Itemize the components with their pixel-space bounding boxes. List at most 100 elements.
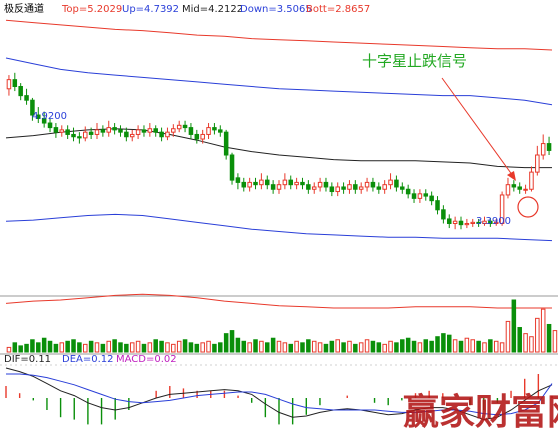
- candle: [276, 180, 282, 194]
- candle: [429, 191, 434, 206]
- volume-bar: [59, 342, 65, 353]
- volume-bar: [94, 342, 100, 353]
- candle: [529, 166, 534, 192]
- volume-bar: [212, 343, 217, 353]
- candle: [364, 177, 370, 192]
- candle-body: [24, 95, 29, 101]
- candle: [253, 177, 258, 190]
- candle: [229, 152, 235, 185]
- candle-body: [36, 114, 41, 119]
- candle: [118, 125, 123, 137]
- candle-body: [523, 188, 528, 191]
- candle-body: [235, 177, 241, 183]
- candle-body: [253, 181, 258, 186]
- volume-bar: [247, 342, 252, 353]
- candle: [517, 182, 522, 194]
- candle-body: [65, 129, 70, 135]
- volume-bar: [176, 340, 182, 353]
- volume-bar: [129, 342, 135, 353]
- candle-body: [82, 131, 88, 139]
- doji-highlight-circle: [517, 196, 539, 218]
- volume-bar: [311, 340, 317, 353]
- volume-bar: [71, 339, 76, 353]
- volume-bar: [441, 333, 446, 353]
- volume-bar: [223, 333, 229, 353]
- channel-line-bott: [5, 293, 552, 309]
- candle-body: [400, 186, 405, 190]
- candle: [470, 218, 476, 227]
- volume-bar: [529, 336, 534, 353]
- volume-bar: [100, 343, 106, 353]
- candle: [417, 189, 423, 203]
- candle-body: [223, 131, 229, 156]
- candle: [405, 184, 411, 199]
- candle-body: [382, 184, 387, 190]
- candle: [493, 218, 499, 226]
- candle-body: [446, 218, 452, 225]
- volume-bar: [82, 343, 88, 353]
- candle: [30, 97, 35, 121]
- candle-body: [188, 127, 194, 135]
- volume-bar: [388, 340, 393, 353]
- candle: [259, 173, 264, 190]
- volume-bar: [153, 339, 158, 353]
- volume-bar: [112, 339, 117, 353]
- candle-body: [276, 184, 282, 190]
- macd-dif-line: [5, 367, 553, 421]
- annotation-arrow: [441, 77, 514, 177]
- volume-bar: [493, 340, 499, 353]
- volume-bar: [341, 342, 346, 353]
- candle: [300, 177, 305, 190]
- candle-body: [347, 184, 352, 190]
- candle-body: [59, 129, 65, 133]
- volume-bar: [135, 340, 141, 353]
- candle: [212, 123, 217, 135]
- candle: [311, 182, 317, 194]
- volume-bar: [376, 342, 382, 353]
- candle-body: [546, 143, 552, 151]
- candle-body: [405, 188, 411, 195]
- candle-body: [306, 184, 311, 190]
- candle: [194, 129, 200, 144]
- volume-bar: [65, 340, 70, 353]
- candle: [94, 123, 100, 140]
- candle-body: [182, 124, 188, 129]
- volume-bar: [364, 339, 370, 353]
- volume-bar: [458, 340, 464, 353]
- candle-body: [505, 184, 511, 196]
- volume-panel: [6, 299, 558, 353]
- macd-panel: [5, 367, 553, 425]
- volume-bar: [18, 345, 23, 353]
- candle: [323, 177, 329, 192]
- volume-bar: [353, 343, 358, 353]
- volume-bar: [24, 343, 29, 353]
- doji-signal-annotation: 十字星止跌信号: [362, 52, 467, 70]
- candle-body: [94, 129, 100, 135]
- volume-bar: [294, 340, 299, 353]
- candle: [65, 125, 70, 140]
- candle: [100, 125, 106, 137]
- candle: [12, 72, 18, 92]
- candle-body: [300, 181, 305, 186]
- volume-bar: [188, 342, 194, 353]
- candle-body: [171, 128, 176, 133]
- candle: [511, 180, 517, 192]
- candle-body: [129, 133, 135, 138]
- candle: [394, 175, 399, 192]
- volume-bar: [411, 340, 417, 353]
- volume-bar: [6, 346, 12, 353]
- candle-body: [212, 127, 217, 131]
- candle: [41, 111, 47, 128]
- volume-bar: [253, 339, 258, 353]
- candle: [353, 180, 358, 194]
- candle-body: [165, 131, 170, 138]
- candle: [452, 216, 458, 230]
- candle-body: [294, 181, 299, 186]
- volume-bar: [358, 342, 364, 353]
- candle-body: [323, 181, 329, 188]
- legend-mid: Mid=4.2122: [182, 4, 243, 15]
- candle-body: [159, 131, 164, 138]
- candle-body: [482, 220, 487, 224]
- volume-bar: [417, 342, 423, 353]
- candle-body: [206, 127, 211, 135]
